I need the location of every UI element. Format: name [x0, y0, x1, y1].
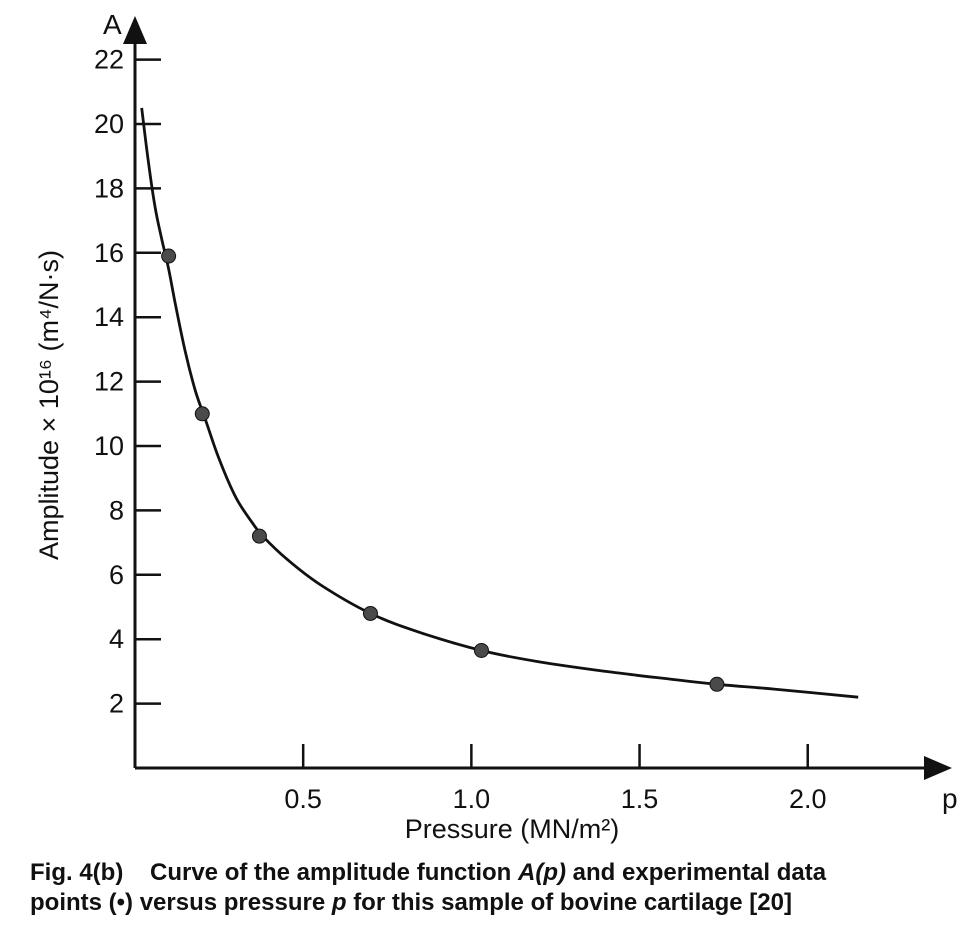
y-tick-label: 16	[94, 238, 124, 268]
caption-line-1: Fig. 4(b) Curve of the amplitude functio…	[30, 858, 970, 888]
y-axis-arrowhead	[123, 16, 147, 44]
y-tick-label: 8	[109, 495, 124, 525]
y-tick-label: 20	[94, 109, 124, 139]
caption-fig-label: Fig. 4(b)	[30, 859, 124, 886]
y-tick-label: 4	[109, 624, 124, 654]
data-point	[161, 248, 177, 264]
data-point	[473, 642, 489, 658]
x-ticks: 0.5 1.0 1.5 2.0	[284, 744, 827, 814]
x-tick-label: 1.5	[621, 784, 659, 814]
series-points	[161, 248, 725, 692]
x-tick-label: 0.5	[284, 784, 322, 814]
y-axis-letter: A	[103, 9, 122, 40]
y-tick-label: 22	[94, 45, 124, 75]
data-point	[709, 676, 725, 692]
caption-text-3: points (•) versus pressure	[30, 889, 326, 916]
y-tick-label: 18	[94, 173, 124, 203]
x-axis-arrowhead	[924, 756, 952, 780]
amplitude-curve	[140, 107, 859, 699]
y-tick-label: 2	[109, 689, 124, 719]
x-tick-label: 1.0	[453, 784, 491, 814]
y-tick-label: 14	[94, 302, 124, 332]
data-point	[362, 605, 378, 621]
series-curve	[140, 107, 859, 699]
x-axis-title: Pressure (MN/m²)	[405, 814, 620, 844]
y-tick-label: 12	[94, 367, 124, 397]
caption-function: A(p)	[518, 859, 566, 886]
y-tick-label: 10	[94, 431, 124, 461]
data-point	[251, 528, 267, 544]
caption-text-4: for this sample of bovine cartilage [20]	[353, 889, 792, 916]
y-tick-label: 6	[109, 560, 124, 590]
y-ticks: 2 4 6 8 10 12 14 16 18 20 22	[94, 45, 161, 719]
chart: 0.5 1.0 1.5 2.0 2 4 6 8 10 12 14 16 18 20 22 A p Pres…	[34, 9, 958, 844]
caption-pressure-symbol: p	[331, 889, 347, 916]
caption-text-2: and experimental data	[572, 859, 827, 886]
x-axis-letter: p	[942, 783, 958, 814]
y-axis-title: Amplitude × 10¹⁶ (m⁴/N·s)	[34, 250, 64, 560]
caption-text-1: Curve of the amplitude function	[150, 859, 512, 886]
caption-line-2: points (•) versus pressure p for this sa…	[30, 888, 970, 918]
x-tick-label: 2.0	[789, 784, 827, 814]
axes	[123, 16, 952, 780]
data-point	[194, 406, 210, 422]
figure-caption: Fig. 4(b) Curve of the amplitude functio…	[30, 858, 970, 918]
